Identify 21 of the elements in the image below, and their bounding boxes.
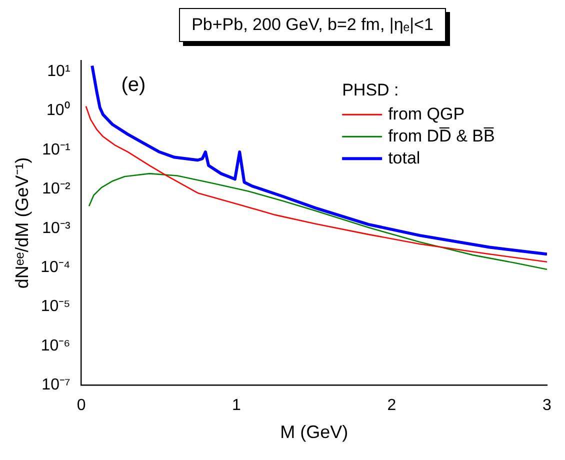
y-tick-label: 10⁰: [46, 101, 70, 120]
y-tick-label: 10⁻³: [42, 220, 71, 237]
y-tick-label: 10⁻⁶: [40, 337, 70, 354]
x-tick-label: 1: [232, 397, 242, 414]
legend-label: total: [388, 148, 420, 168]
x-axis-title: M (GeV): [280, 422, 348, 442]
y-tick-label: 10⁻⁵: [40, 298, 70, 316]
y-tick-label: 10¹: [47, 62, 70, 80]
x-tick-label: 0: [76, 397, 86, 414]
y-tick-label: 10⁻²: [42, 180, 71, 198]
y-tick-label: 10⁻⁴: [40, 258, 70, 276]
x-tick-label: 3: [542, 397, 552, 414]
legend-label: from QGP: [388, 104, 465, 124]
legend-label: from DD̅ & BB̅: [388, 126, 495, 146]
x-tick-label: 2: [387, 397, 396, 414]
y-tick-label: 10⁻⁷: [42, 376, 70, 394]
y-tick-label: 10⁻¹: [42, 141, 70, 158]
y-axis-title: dNᵉᵉ/dM (GeV⁻¹): [12, 157, 32, 289]
chart-title: Pb+Pb, 200 GeV, b=2 fm, |ηₑ|<1: [178, 8, 446, 42]
annotation: (e): [121, 74, 146, 96]
legend-title: PHSD :: [342, 80, 399, 100]
